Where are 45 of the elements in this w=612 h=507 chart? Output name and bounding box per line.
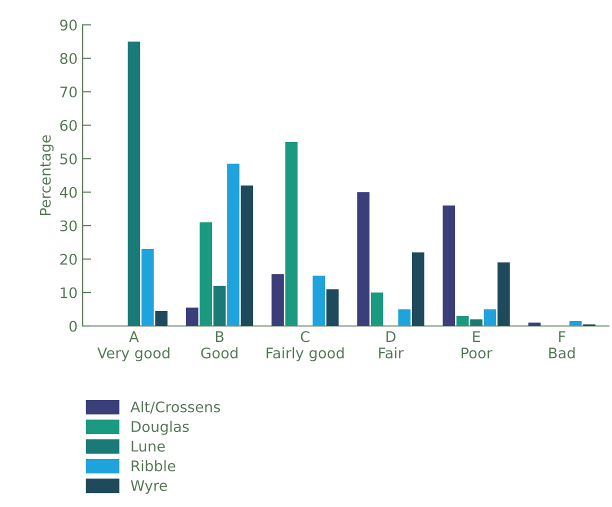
legend-label: Douglas <box>132 420 189 435</box>
y-tick-label: 80 <box>60 53 77 64</box>
x-tick-label: B Good <box>201 331 238 358</box>
bar <box>412 252 424 326</box>
bar <box>186 308 198 326</box>
bar <box>213 286 226 326</box>
bar <box>470 319 482 326</box>
bar <box>326 289 339 326</box>
bar <box>370 292 384 326</box>
bar <box>398 309 411 326</box>
x-tick-label: F Bad <box>549 331 575 358</box>
y-tick-label: 30 <box>60 220 77 232</box>
y-tick-label: 70 <box>60 86 77 98</box>
y-tick-label: 10 <box>60 287 77 298</box>
bar <box>442 206 456 326</box>
bar <box>498 262 510 326</box>
bar <box>142 249 154 326</box>
legend-label: Wyre <box>130 480 167 494</box>
y-tick-label: 40 <box>60 186 77 198</box>
bar <box>484 309 496 326</box>
x-tick-label: A Very good <box>97 331 170 362</box>
bar <box>456 316 469 326</box>
y-tick-label: 20 <box>60 254 77 265</box>
bar <box>569 320 582 326</box>
y-tick-label: 50 <box>60 153 77 164</box>
y-tick-label: 0 <box>69 320 77 332</box>
y-axis-title: Percentage <box>40 135 54 216</box>
bar <box>200 222 212 326</box>
bar <box>357 192 370 326</box>
bar <box>240 185 254 326</box>
bar <box>312 276 325 326</box>
bar <box>285 142 298 326</box>
legend-label: Alt/Crossens <box>130 401 220 414</box>
x-tick-label: E Poor <box>462 331 492 358</box>
bar <box>272 274 284 326</box>
legend-label: Ribble <box>132 460 176 472</box>
bar <box>155 310 168 326</box>
legend-label: Lune <box>132 440 165 452</box>
x-tick-label: C Fairly good <box>266 331 344 362</box>
bar <box>227 164 240 326</box>
y-tick-label: 90 <box>60 20 77 31</box>
y-tick-label: 60 <box>60 120 77 131</box>
bar <box>528 322 541 326</box>
x-tick-label: D Fair <box>379 331 404 358</box>
bar <box>128 42 140 326</box>
